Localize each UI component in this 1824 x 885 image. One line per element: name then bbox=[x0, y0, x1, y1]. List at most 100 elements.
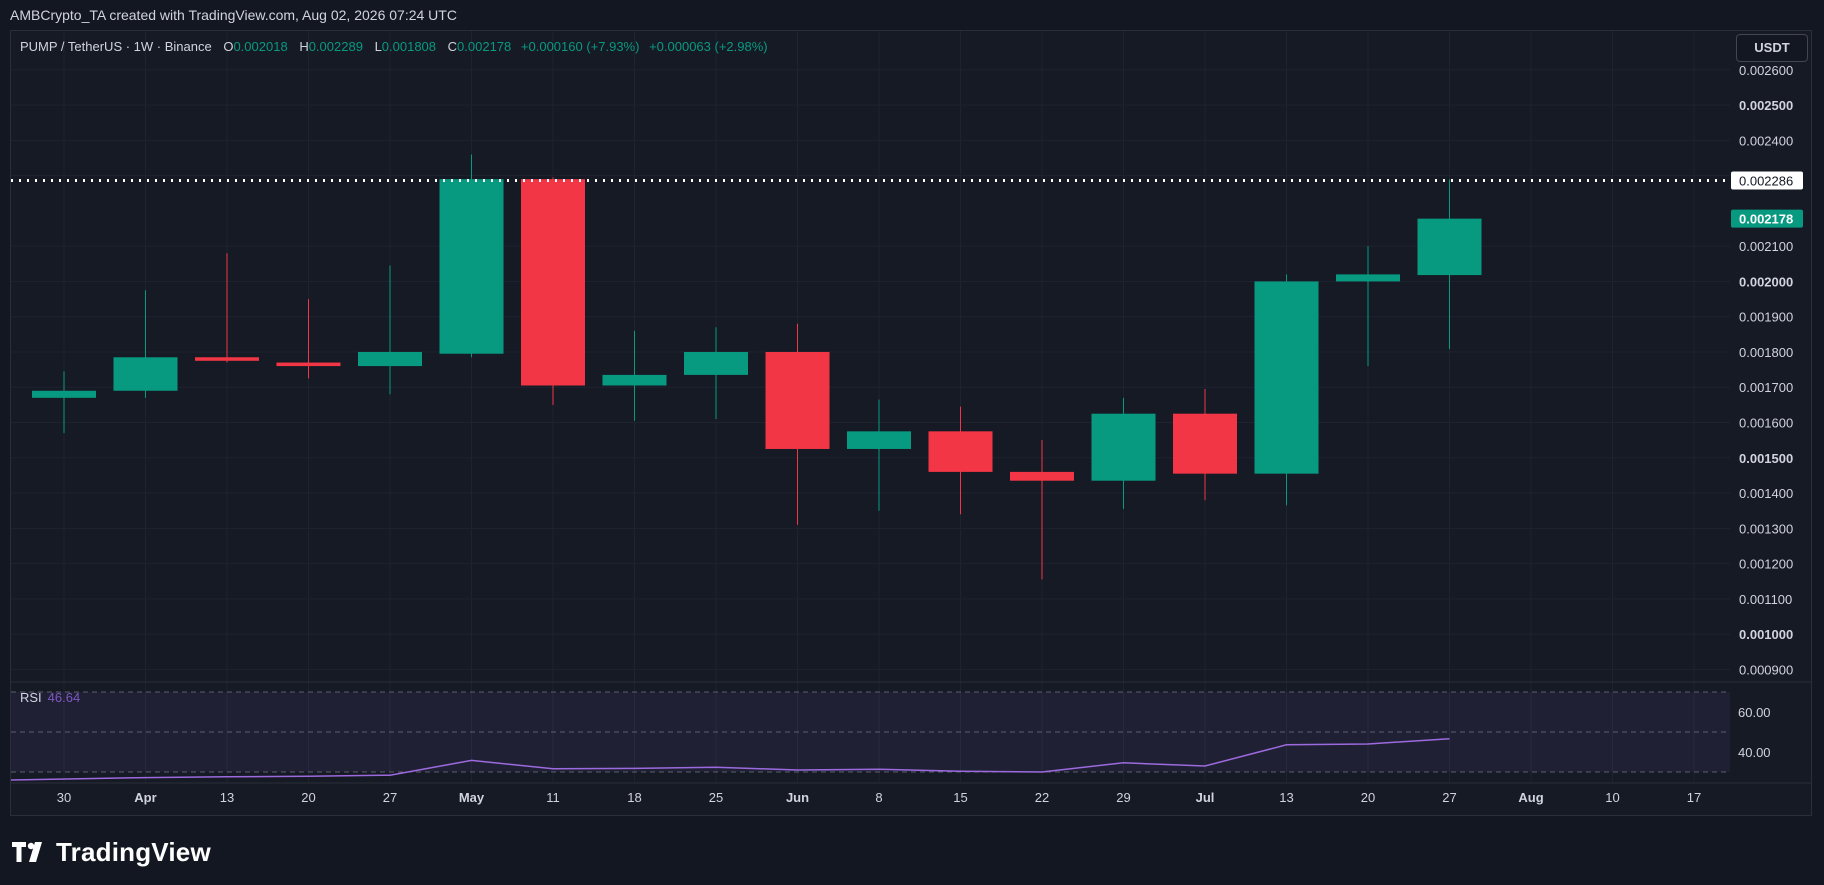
time-axis-label: 8 bbox=[875, 790, 882, 805]
time-axis-label: 29 bbox=[1116, 790, 1130, 805]
last-price-label: 0.002178 bbox=[1739, 212, 1793, 227]
candle bbox=[1417, 179, 1482, 350]
rsi-axis-tick: 60.00 bbox=[1738, 705, 1771, 720]
last-price-badge bbox=[1731, 209, 1803, 228]
time-axis-label: 27 bbox=[1442, 790, 1456, 805]
price-axis-tick: 0.001600 bbox=[1739, 416, 1793, 431]
candle-body bbox=[928, 431, 993, 472]
candle bbox=[521, 177, 585, 405]
price-axis-tick: 0.001800 bbox=[1739, 345, 1793, 360]
tradingview-logo-icon bbox=[12, 841, 42, 862]
candle bbox=[1091, 397, 1156, 509]
candle bbox=[32, 371, 96, 434]
price-axis-tick: 0.001900 bbox=[1739, 310, 1793, 325]
candle-body bbox=[684, 351, 748, 375]
candle bbox=[113, 290, 178, 398]
time-axis-label: Apr bbox=[134, 790, 156, 805]
tradingview-logo[interactable]: TradingView bbox=[12, 837, 211, 868]
candle bbox=[928, 406, 993, 515]
candle-body bbox=[847, 431, 911, 449]
time-axis-label: 20 bbox=[301, 790, 315, 805]
candle-body bbox=[765, 351, 830, 449]
candle-body bbox=[358, 351, 422, 367]
candle-body bbox=[521, 179, 585, 386]
close-value: 0.002178 bbox=[457, 39, 512, 54]
time-axis-label: May bbox=[459, 790, 485, 805]
candle bbox=[765, 323, 830, 525]
candle bbox=[358, 265, 422, 395]
candle-body bbox=[276, 362, 341, 367]
low-value: 0.001808 bbox=[381, 39, 437, 54]
price-axis-tick: 0.002100 bbox=[1739, 239, 1793, 254]
price-axis-tick: 0.002500 bbox=[1739, 98, 1793, 113]
candle bbox=[1010, 440, 1074, 580]
price-axis-tick: 0.001200 bbox=[1739, 557, 1793, 572]
open-value: 0.002018 bbox=[233, 39, 288, 54]
price-axis-tick: 0.001700 bbox=[1739, 380, 1793, 395]
time-axis-label: 13 bbox=[1279, 790, 1293, 805]
time-axis-label: 27 bbox=[383, 790, 397, 805]
time-axis-label: 11 bbox=[546, 790, 560, 805]
time-axis-label: 18 bbox=[627, 790, 641, 805]
rsi-value: 46.64 bbox=[47, 690, 81, 705]
candle-body bbox=[602, 374, 667, 386]
time-axis-label: 30 bbox=[57, 790, 71, 805]
time-axis-label: 22 bbox=[1035, 790, 1049, 805]
time-axis-label: 17 bbox=[1687, 790, 1701, 805]
price-axis-tick: 0.001300 bbox=[1739, 521, 1793, 536]
symbol-name[interactable]: PUMP / TetherUS · 1W · Binance bbox=[20, 39, 212, 54]
close-label: C bbox=[447, 39, 458, 54]
rsi-legend: RSI 46.64 bbox=[20, 690, 80, 705]
price-axis-tick: 0.001400 bbox=[1739, 486, 1793, 501]
time-axis-label: 13 bbox=[220, 790, 234, 805]
candle bbox=[276, 299, 341, 379]
low-label: L bbox=[374, 39, 382, 54]
chart-attribution: AMBCrypto_TA created with TradingView.co… bbox=[10, 7, 457, 23]
candle-body bbox=[1091, 413, 1156, 481]
time-axis-label: 10 bbox=[1605, 790, 1619, 805]
high-price-label: 0.002286 bbox=[1739, 174, 1793, 189]
time-axis-label: 15 bbox=[953, 790, 967, 805]
candle bbox=[1336, 246, 1400, 367]
price-axis-tick: 0.001100 bbox=[1739, 592, 1792, 607]
high-label: H bbox=[299, 39, 309, 54]
price-axis-tick: 0.000900 bbox=[1739, 662, 1793, 677]
change-value-2: +0.000063 (+2.98%) bbox=[649, 39, 768, 54]
change-value: +0.000160 (+7.93%) bbox=[520, 39, 640, 54]
candle-body bbox=[1173, 413, 1237, 474]
tradingview-brand: TradingView bbox=[56, 837, 211, 867]
candle-body bbox=[1336, 274, 1400, 282]
candle-body bbox=[195, 357, 259, 361]
candle-body bbox=[113, 357, 178, 391]
currency-button[interactable]: USDT bbox=[1736, 34, 1808, 62]
rsi-label[interactable]: RSI bbox=[20, 690, 42, 705]
candle-body bbox=[32, 390, 96, 398]
candle-body bbox=[1254, 281, 1319, 474]
candle bbox=[847, 399, 911, 511]
rsi-line bbox=[10, 737, 1450, 781]
time-axis-label: 20 bbox=[1361, 790, 1375, 805]
price-axis-tick: 0.001000 bbox=[1739, 627, 1793, 642]
price-axis-tick: 0.002000 bbox=[1739, 274, 1793, 289]
time-axis-label: 25 bbox=[709, 790, 723, 805]
price-axis-tick: 0.002600 bbox=[1739, 63, 1793, 78]
candle bbox=[684, 327, 748, 419]
candle-body bbox=[1417, 218, 1482, 276]
rsi-axis-tick: 40.00 bbox=[1738, 745, 1771, 760]
time-axis-label: Jun bbox=[786, 790, 809, 805]
candle bbox=[602, 330, 667, 421]
candle-body bbox=[439, 179, 504, 354]
candle bbox=[439, 154, 504, 358]
time-axis-label: Aug bbox=[1518, 790, 1543, 805]
candle bbox=[195, 253, 259, 363]
high-price-badge bbox=[1731, 171, 1803, 190]
open-label: O bbox=[223, 39, 234, 54]
price-axis-tick: 0.001500 bbox=[1739, 451, 1793, 466]
symbol-legend: PUMP / TetherUS · 1W · Binance O0.002018… bbox=[20, 39, 768, 54]
time-axis-label: Jul bbox=[1196, 790, 1215, 805]
price-axis-tick: 0.002400 bbox=[1739, 133, 1793, 148]
candle-body bbox=[1010, 471, 1074, 481]
candle bbox=[1173, 389, 1237, 501]
high-value: 0.002289 bbox=[308, 39, 363, 54]
